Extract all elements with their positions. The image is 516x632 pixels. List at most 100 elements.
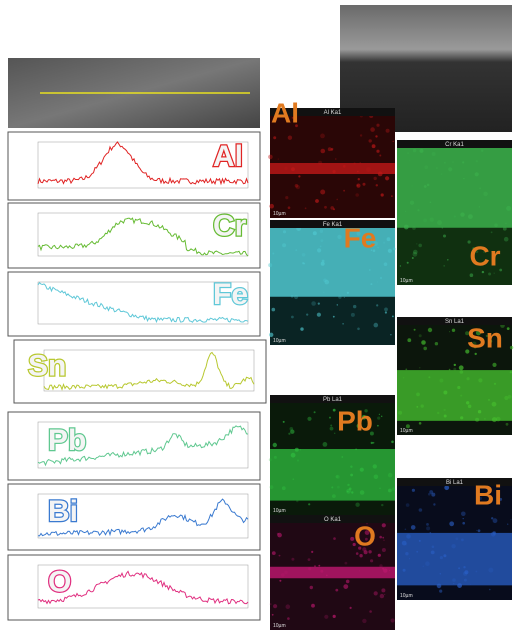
- map-element-label: Bi: [474, 479, 502, 510]
- map-speckle: [318, 565, 320, 567]
- map-speckle: [315, 199, 319, 203]
- map-speckle: [336, 199, 338, 201]
- map-signal: [270, 567, 395, 579]
- element-label: Pb: [48, 424, 86, 457]
- map-speckle: [313, 231, 317, 235]
- map-speckle: [470, 273, 474, 277]
- element-label: Cr: [213, 209, 247, 242]
- map-speckle: [356, 552, 359, 555]
- map-speckle: [423, 566, 425, 568]
- map-speckle: [366, 167, 371, 172]
- map-speckle: [284, 571, 288, 575]
- map-speckle: [306, 314, 308, 316]
- map-speckle: [333, 170, 336, 173]
- map-speckle: [350, 466, 352, 468]
- map-speckle: [291, 295, 294, 298]
- map-speckle: [291, 316, 294, 319]
- map-speckle: [282, 486, 286, 490]
- map-speckle: [406, 534, 411, 539]
- map-speckle: [460, 416, 463, 419]
- map-speckle: [443, 409, 445, 411]
- map-speckle: [290, 427, 294, 431]
- map-speckle: [449, 521, 454, 526]
- map-speckle: [419, 508, 423, 512]
- map-speckle: [278, 158, 279, 159]
- element-label: Sn: [28, 349, 66, 382]
- map-speckle: [288, 136, 292, 140]
- map-speckle: [323, 279, 327, 283]
- map-speckle: [442, 227, 443, 228]
- map-speckle: [291, 558, 294, 561]
- map-speckle: [388, 489, 392, 493]
- map-speckle: [331, 148, 334, 151]
- map-speckle: [476, 571, 478, 573]
- map-speckle: [377, 247, 379, 249]
- map-speckle: [283, 230, 286, 233]
- map-speckle: [369, 610, 372, 613]
- map-speckle: [374, 177, 377, 180]
- map-speckle: [385, 176, 389, 180]
- map-speckle: [347, 491, 349, 493]
- map-speckle: [493, 518, 498, 523]
- map-speckle: [506, 423, 509, 426]
- map-speckle: [379, 414, 380, 415]
- map-signal: [270, 163, 395, 174]
- map-speckle: [300, 327, 303, 330]
- map-speckle: [388, 473, 393, 478]
- map-speckle: [283, 421, 285, 423]
- map-speckle: [449, 331, 450, 332]
- map-header: Bi La1: [446, 480, 464, 486]
- map-speckle: [494, 223, 498, 227]
- map-speckle: [351, 491, 353, 493]
- map-speckle: [370, 127, 375, 132]
- map-speckle: [355, 193, 359, 197]
- map-speckle: [287, 617, 290, 620]
- map-speckle: [503, 227, 507, 231]
- map-speckle: [432, 546, 435, 549]
- map-speckle: [458, 567, 460, 569]
- map-speckle: [343, 584, 348, 589]
- map-speckle: [277, 533, 282, 538]
- map-speckle: [463, 572, 467, 576]
- map-speckle: [273, 443, 277, 447]
- map-speckle: [443, 391, 447, 395]
- map-speckle: [279, 580, 281, 582]
- map-speckle: [468, 405, 472, 409]
- map-speckle: [393, 248, 396, 251]
- element-label: O: [48, 565, 71, 598]
- map-speckle: [357, 328, 360, 331]
- map-header: Pb La1: [323, 397, 343, 403]
- map-speckle: [463, 566, 465, 568]
- map-speckle: [419, 540, 421, 542]
- scale-label: 10µm: [273, 338, 286, 344]
- map-speckle: [405, 529, 407, 531]
- scale-label: 10µm: [273, 508, 286, 514]
- map-speckle: [460, 395, 462, 397]
- map-speckle: [419, 422, 422, 425]
- map-speckle: [421, 404, 424, 407]
- map-speckle: [430, 202, 432, 204]
- map-speckle: [307, 417, 311, 421]
- map-element-label: Al: [271, 97, 299, 128]
- map-speckle: [407, 262, 409, 264]
- map-speckle: [333, 409, 336, 412]
- map-speckle: [369, 139, 372, 142]
- map-speckle: [363, 183, 366, 186]
- map-speckle: [270, 485, 274, 489]
- map-speckle: [479, 206, 480, 207]
- map-speckle: [323, 292, 324, 293]
- map-speckle: [488, 399, 490, 401]
- map-speckle: [449, 369, 451, 371]
- scale-label: 10µm: [400, 428, 413, 434]
- map-speckle: [321, 262, 325, 266]
- map-speckle: [323, 442, 328, 447]
- map-speckle: [391, 195, 393, 197]
- map-speckle: [350, 474, 353, 477]
- map-speckle: [447, 259, 449, 261]
- map-speckle: [491, 532, 496, 537]
- map-speckle: [286, 604, 291, 609]
- map-speckle: [388, 249, 392, 253]
- map-speckle: [484, 418, 486, 420]
- map-speckle: [382, 523, 386, 527]
- map-speckle: [333, 316, 335, 318]
